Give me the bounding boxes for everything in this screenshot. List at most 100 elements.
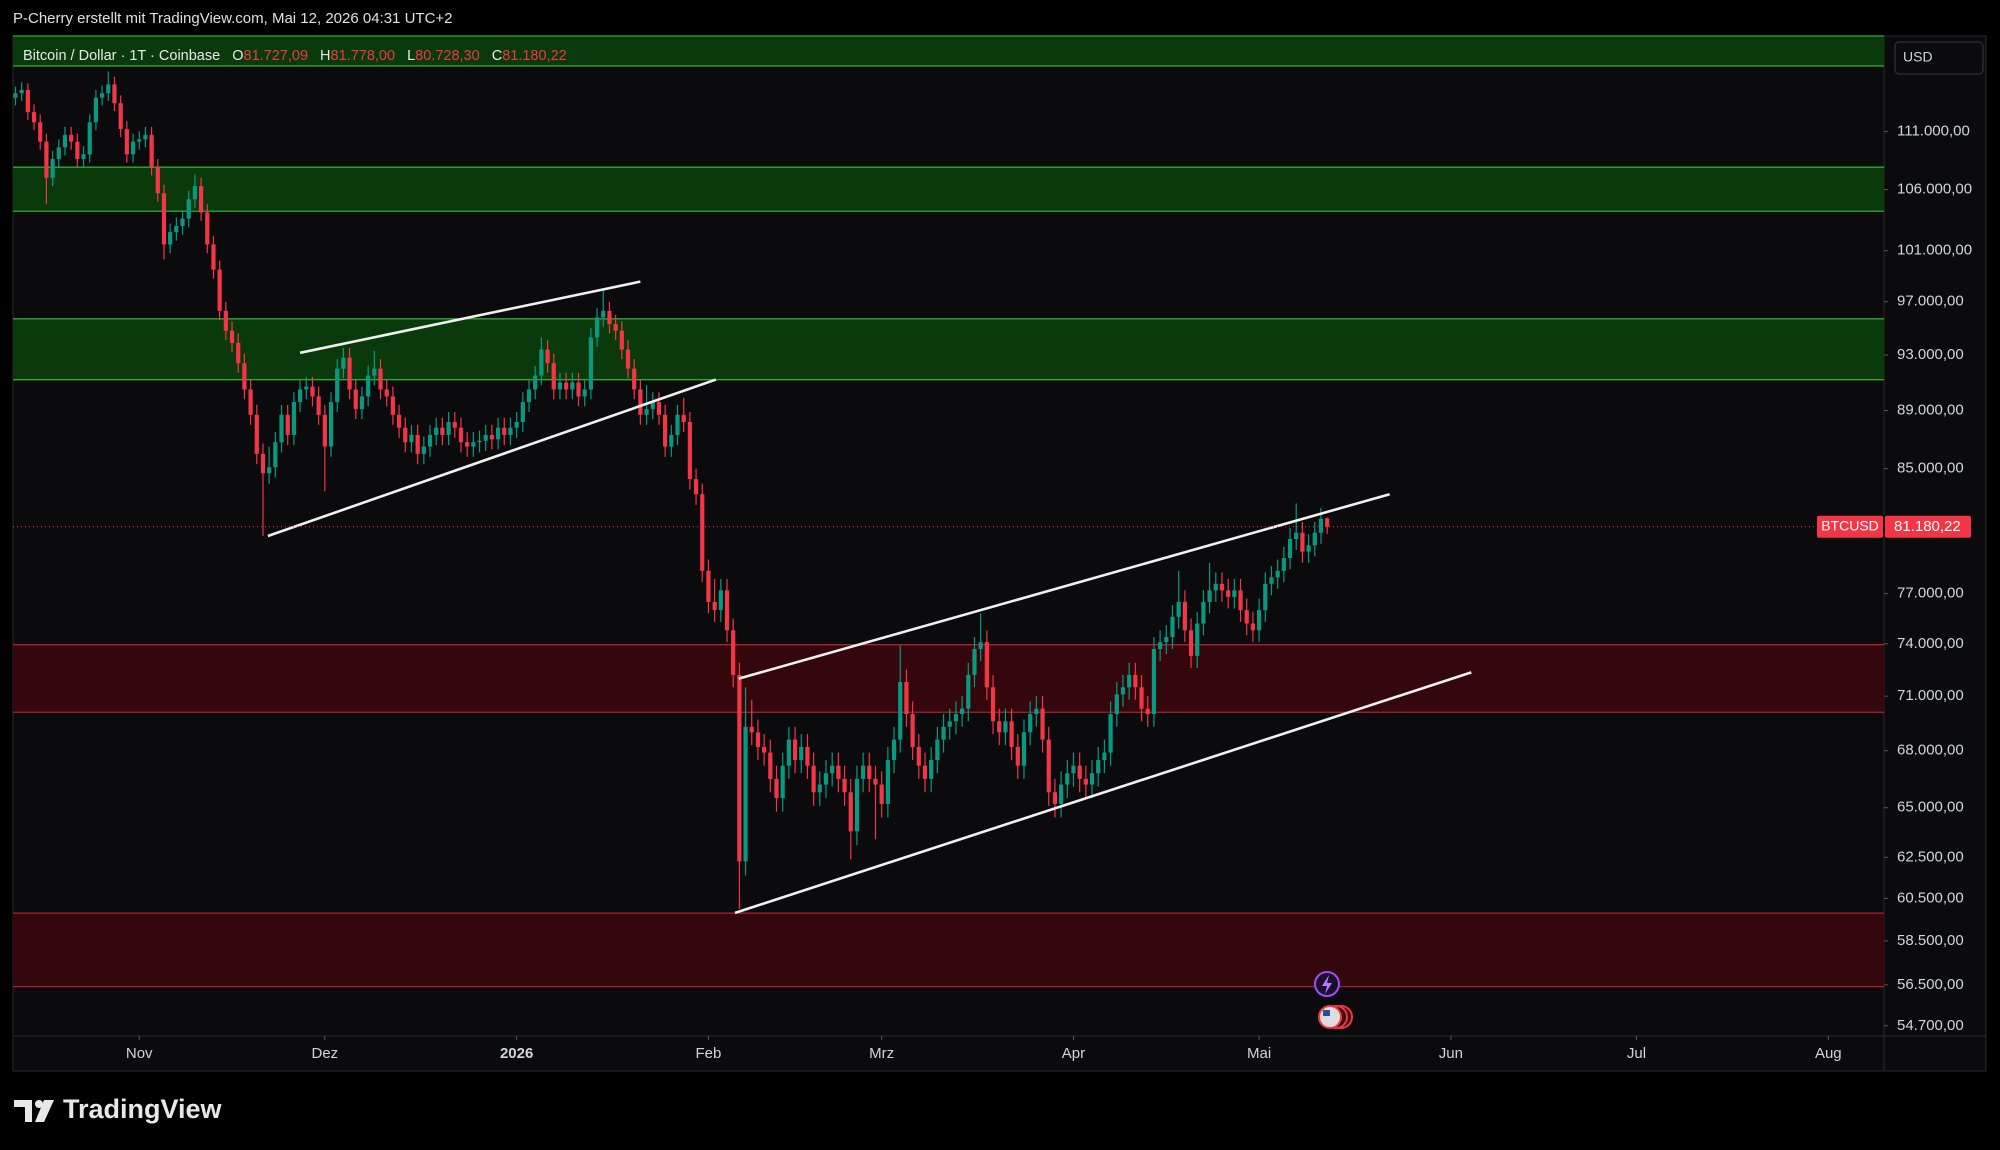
candle-body [632,368,637,390]
candle-body [1065,773,1070,785]
candle-body [1127,674,1132,688]
candle-body [1164,637,1169,643]
candle-body [718,590,723,611]
candle-body [539,349,544,376]
candle-body [762,746,767,753]
candle-body [1176,601,1181,617]
candle-body [130,141,136,155]
y-tick-label: 106.000,00 [1897,181,1972,198]
y-tick-label: 89.000,00 [1897,402,1964,419]
candle-body [1294,532,1299,540]
candle-body [755,732,761,747]
candle-body [1059,784,1064,804]
candle-body [1201,601,1206,624]
y-tick-label: 62.500,00 [1897,848,1964,865]
candle-body [273,442,278,468]
candle-body [310,386,315,397]
currency-button[interactable] [1894,41,1984,75]
price-tag [1885,515,1971,538]
candle-body [205,212,210,245]
candle-body [1021,732,1027,766]
candle-body [557,382,563,390]
trend-lines [267,280,1472,915]
candle-body [656,402,662,415]
y-tick-label: 97.000,00 [1897,293,1964,310]
x-tick-label: Dez [311,1045,338,1062]
candle-body [861,765,866,779]
candle-body [322,414,327,447]
candle-body [316,396,321,415]
candle-body [706,570,711,602]
candle-body [978,642,983,649]
y-tick-label: 77.000,00 [1897,585,1964,602]
candle-body [254,414,259,454]
candle-body [297,389,303,403]
candle-body [879,784,884,804]
candle-body [1312,532,1317,546]
footer: TradingView [63,1094,223,1124]
candle-body [1182,601,1187,631]
candle-body [681,414,686,422]
logo: TradingView [14,1094,223,1124]
candle-body [613,324,618,331]
candle-body [935,739,940,761]
candle-body [922,765,928,779]
candle-body [31,112,37,123]
candle-body [458,427,464,443]
currency[interactable]: USD [1903,49,1933,65]
event-icon[interactable] [1318,1005,1342,1029]
candle-body [805,746,810,766]
candle-body [384,389,389,397]
candle-body [415,434,420,454]
candle-body [941,726,946,740]
candle-body [477,440,482,443]
candle-body [910,714,915,747]
zone [13,913,1884,987]
price-label: 81.180,22 [1894,518,1961,535]
candle-body [192,186,198,200]
candle-body [749,726,754,733]
candle-body [143,134,148,140]
candle-body [335,368,340,403]
candle-body [186,199,191,219]
candle-body [1207,590,1212,602]
candle-body [916,746,921,766]
candle-body [1015,746,1020,766]
candle-body [112,84,117,104]
candle-body [291,402,297,435]
candle-body [576,382,581,397]
candle-body [842,778,847,793]
ohlc-value: 80.728,30 [415,48,480,64]
candle-body [267,467,272,474]
candle-body [984,642,989,688]
candle-body [25,89,30,113]
candle-body [533,375,538,390]
candle-body [1096,760,1101,774]
y-tick-label: 60.500,00 [1897,889,1964,906]
candle-body [118,103,123,130]
x-tick-label: Jun [1439,1045,1463,1062]
candle-body [1040,708,1045,740]
x-tick-label: Mrz [869,1045,894,1062]
ohlc-value: 81.727,09 [244,48,309,64]
candle-body [693,479,699,495]
candle-body [1275,570,1280,578]
candle-body [434,427,439,435]
candle-body [817,784,822,793]
symbol: Bitcoin / Dollar · 1T · Coinbase [23,48,220,64]
candle-body [724,590,730,631]
candle-body [285,414,290,435]
ohlc-value: 81.778,00 [331,48,396,64]
candle-body [1114,694,1119,715]
y-tick-label: 58.500,00 [1897,932,1964,949]
ohlc-letter: C [492,48,502,64]
candle-body [1263,583,1268,611]
candle-body [1219,583,1225,591]
candle-body [792,739,798,761]
candle-body [997,721,1002,733]
candle-body [508,427,513,435]
candle-body [87,122,92,155]
candle-body [774,778,779,799]
candle-body [1145,708,1150,715]
